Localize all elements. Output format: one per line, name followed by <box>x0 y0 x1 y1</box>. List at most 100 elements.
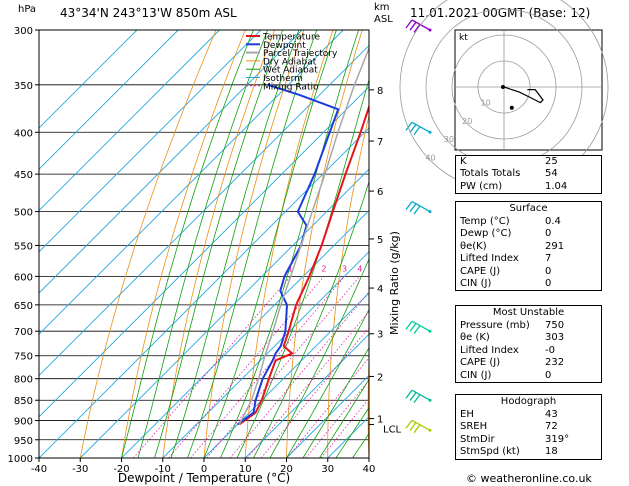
dry-adiabat-line <box>121 30 246 458</box>
hodograph-row: StmDir 319° <box>456 434 601 446</box>
surface-table: Surface Temp (°C) 0.4 Dewp (°C) 0 θe(K) 291 Li… <box>455 201 602 292</box>
most-unstable-label: CAPE (J) <box>460 357 501 369</box>
wet-adiabat-line <box>187 30 318 458</box>
km-tick-label: 7 <box>377 137 383 148</box>
surface-value: 7 <box>545 253 552 265</box>
wind-barb-flag <box>413 205 421 215</box>
index-label: PW (cm) <box>460 180 503 192</box>
mixing-ratio-label: 6 <box>379 264 384 273</box>
y-tick-label: 800 <box>14 375 33 386</box>
mixing-ratio-line <box>286 357 369 458</box>
wind-barb-flag <box>413 24 421 33</box>
wet-adiabat-line <box>335 406 369 458</box>
hodograph-value: 43 <box>545 409 558 420</box>
wind-barb-dot <box>428 210 432 214</box>
hodograph-ring-label: 10 <box>481 98 491 107</box>
x-tick-label: 40 <box>363 464 376 475</box>
wind-barb-flag <box>405 419 413 429</box>
most-unstable-label: Lifted Index <box>460 344 519 356</box>
km-tick-label: 3 <box>377 330 383 341</box>
y-tick-label: 900 <box>14 417 33 428</box>
hodograph-row: StmSpd (kt) 18 <box>456 446 601 458</box>
wet-adiabat-line <box>302 346 369 458</box>
wind-barb-flag <box>405 19 413 29</box>
dry-adiabat-line <box>367 352 369 458</box>
index-value: 54 <box>545 168 558 180</box>
hodograph-label: StmDir <box>460 433 495 445</box>
km-tick-label: 2 <box>377 372 383 383</box>
index-label: K <box>460 156 467 167</box>
mixing-ratio-label: 15 <box>431 264 441 273</box>
isotherm-line <box>286 374 369 458</box>
y-tick-label: 550 <box>14 241 33 252</box>
hodograph-value: 319° <box>545 433 570 445</box>
surface-value: 0 <box>545 228 552 240</box>
hodograph-label: StmSpd (kt) <box>460 446 520 458</box>
surface-value: 0.4 <box>545 216 561 227</box>
wind-barb-flag <box>413 126 421 136</box>
hodograph-row: SREH 72 <box>456 421 601 433</box>
surface-rows: Temp (°C) 0.4 Dewp (°C) 0 θe(K) 291 Lifted Ind… <box>456 216 601 290</box>
dry-adiabat-line <box>244 30 334 458</box>
wind-barb-flag <box>405 389 413 399</box>
x-tick-label: 10 <box>239 464 252 475</box>
wind-barb-staff <box>411 389 431 401</box>
hodograph-value: 18 <box>545 446 558 458</box>
wet-adiabat-line <box>253 180 369 458</box>
mixing-ratio-label: 3 <box>342 264 347 273</box>
most-unstable-title: Most Unstable <box>492 307 565 318</box>
hodograph-label: EH <box>460 409 474 420</box>
surface-row: CAPE (J) 0 <box>456 266 601 278</box>
wet-adiabat-line <box>319 378 369 458</box>
isotherm-line <box>244 333 369 458</box>
wind-barb-flag <box>413 424 421 434</box>
isotherm-line <box>162 251 369 458</box>
mixing-ratio-label: 1 <box>288 264 293 273</box>
isotherm-line <box>39 30 179 170</box>
hodograph-row: EH 43 <box>456 409 601 421</box>
dry-adiabat-line <box>162 30 275 458</box>
most-unstable-row: CIN (J) 0 <box>456 370 601 382</box>
mixing-ratio-label: 2 <box>321 264 326 273</box>
most-unstable-table: Most Unstable Pressure (mb) 750 θe (K) 303 L… <box>455 305 602 383</box>
most-unstable-label: θe (K) <box>460 332 490 344</box>
wind-barb-flag <box>409 392 417 401</box>
km-tick-label: LCL <box>383 424 402 435</box>
series-dewpoint <box>236 83 340 426</box>
wind-barb-dot <box>428 329 432 333</box>
y-tick-label: 650 <box>14 301 33 312</box>
index-row: K 25 <box>456 156 601 168</box>
wind-barb-flag <box>409 323 417 332</box>
wind-barb-flag <box>405 320 413 330</box>
hodograph-unit-label: kt <box>459 33 468 43</box>
isotherm-line <box>39 30 344 335</box>
wind-barb-staff <box>411 201 431 213</box>
hodograph: kt 10 20 30 40 <box>399 0 609 192</box>
mixing-ratio-line <box>305 379 369 458</box>
surface-row: Lifted Index 7 <box>456 253 601 265</box>
y-tick-label: 750 <box>14 352 33 363</box>
surface-label: CAPE (J) <box>460 265 501 277</box>
surface-value: 0 <box>545 265 552 277</box>
km-tick-label: 5 <box>377 235 383 246</box>
indices-table: K 25 Totals Totals 54 PW (cm) 1.04 <box>455 155 602 195</box>
x-tick-label: 0 <box>201 464 207 475</box>
km-label: km <box>374 2 390 13</box>
wet-adiabat-line <box>269 257 369 458</box>
index-value: 25 <box>545 156 558 167</box>
most-unstable-value: 0 <box>545 369 552 381</box>
index-row: Totals Totals 54 <box>456 168 601 180</box>
mixing-ratio-axis-label: Mixing Ratio (g/kg) <box>388 231 401 335</box>
dry-adiabat-line <box>619 30 629 458</box>
hodograph-table: Hodograph EH 43 SREH 72 StmDir 319° StmSpd (kt… <box>455 394 602 460</box>
x-tick-label: 20 <box>280 464 293 475</box>
wind-barb-staff <box>411 121 431 133</box>
most-unstable-row: θe (K) 303 <box>456 332 601 344</box>
y-tick-label: 400 <box>14 128 33 139</box>
x-tick-label: -10 <box>155 464 171 475</box>
y-tick-label: 600 <box>14 272 33 283</box>
km-tick-label: 8 <box>377 86 383 97</box>
surface-label: Lifted Index <box>460 253 519 265</box>
y-tick-label: 350 <box>14 81 33 92</box>
hodograph-ring-label: 20 <box>462 117 472 126</box>
